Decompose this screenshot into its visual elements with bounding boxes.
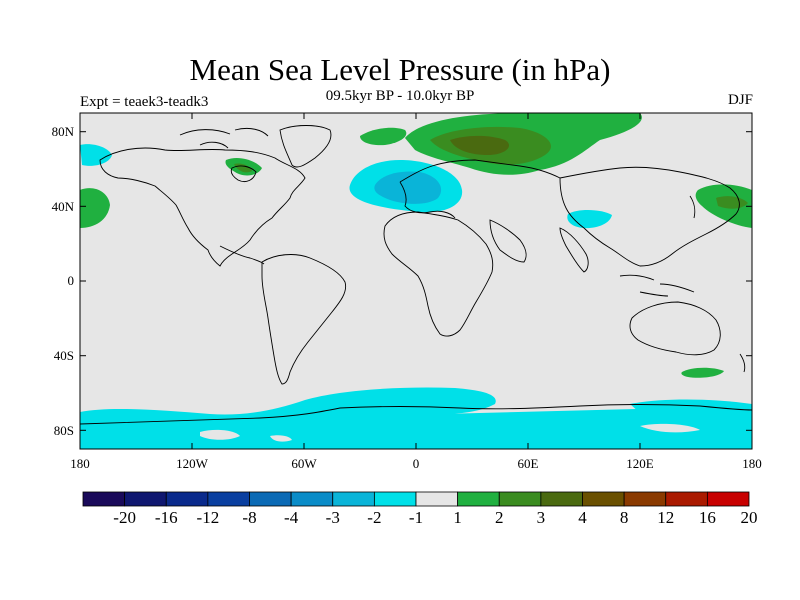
season-label: DJF [727, 92, 753, 108]
colorbar-label: 2 [495, 508, 504, 527]
lon-label-120w: 120W [176, 456, 209, 471]
lat-label-40n: 40N [52, 199, 75, 214]
colorbar-swatch [82, 491, 126, 507]
coastlines [80, 125, 752, 425]
colorbar-swatch [332, 491, 375, 507]
colorbar-label: -8 [242, 508, 256, 527]
experiment-label: Expt = teaek3-teadk3 [80, 94, 209, 110]
colorbar-swatch [124, 491, 167, 507]
negative-anomaly-antarctic-east [630, 399, 752, 430]
colorbar-label: -3 [326, 508, 340, 527]
coastline-central-america [219, 245, 265, 265]
colorbar-swatch [290, 491, 334, 507]
colorbar-swatch [540, 491, 583, 507]
lon-label-60e: 60E [518, 456, 539, 471]
positive-anomaly-north-canada [360, 127, 407, 146]
background-patch-antarctic [200, 429, 240, 440]
colorbar-swatch [207, 491, 250, 507]
lat-label-40s: 40S [54, 348, 74, 363]
colorbar-label: 12 [657, 508, 674, 527]
colorbar-swatch [415, 491, 459, 507]
colorbar-label: 3 [537, 508, 546, 527]
negative-anomaly-north-atlantic-core [374, 171, 442, 204]
lon-label-180w: 180 [70, 456, 90, 471]
coastline-asia [559, 166, 740, 267]
colorbar-label: 4 [578, 508, 587, 527]
lat-label-80n: 80N [52, 124, 75, 139]
colorbar-swatch [665, 491, 708, 507]
colorbar-label: -12 [197, 508, 220, 527]
coastline-africa [383, 211, 494, 337]
colorbar-swatch [582, 491, 625, 507]
lat-label-0: 0 [68, 273, 75, 288]
colorbar-label: -2 [367, 508, 381, 527]
colorbar-label: 20 [741, 508, 758, 527]
coastline-japan [689, 195, 696, 219]
page-title: Mean Sea Level Pressure (in hPa) [189, 52, 611, 87]
colorbar-swatch [249, 491, 292, 507]
negative-anomaly-southern-ocean [80, 387, 752, 449]
coastline-australia [629, 301, 721, 356]
colorbar-swatch [706, 491, 750, 507]
colorbar-label: 8 [620, 508, 629, 527]
colorbar-label: -20 [113, 508, 136, 527]
colorbar: -20 -16 -12 -8 -4 -3 -2 -1 1 2 3 4 8 12 16 20 [82, 491, 758, 527]
coastline-antarctica [80, 404, 752, 425]
positive-anomaly-nw-pacific-core [716, 196, 748, 209]
latitude-axis [80, 131, 752, 431]
lat-label-80s: 80S [54, 423, 74, 438]
colorbar-label: -1 [409, 508, 423, 527]
negative-anomaly-alaska [80, 144, 112, 166]
coastline-south-america [261, 254, 347, 385]
colorbar-swatch [623, 491, 667, 507]
coastline-hudson-bay [230, 165, 257, 183]
longitude-axis [79, 113, 753, 449]
lon-label-180e: 180 [742, 456, 762, 471]
positive-anomaly-arctic-inner [450, 135, 509, 155]
period-subtitle: 09.5kyr BP - 10.0kyr BP [325, 88, 475, 104]
colorbar-label: 16 [699, 508, 716, 527]
background-patch-antarctic-3 [640, 423, 700, 433]
coastline-greenland [279, 125, 332, 168]
coastline-india [559, 227, 589, 273]
pressure-field [80, 113, 752, 449]
colorbar-swatch [457, 491, 500, 507]
colorbar-label: -4 [284, 508, 299, 527]
colorbar-swatch [373, 491, 417, 507]
lon-label-0: 0 [413, 456, 420, 471]
colorbar-swatch [498, 491, 542, 507]
colorbar-swatch [165, 491, 209, 507]
coastline-arabia [489, 219, 527, 263]
lon-label-60w: 60W [291, 456, 317, 471]
positive-anomaly-west-pacific-edge [80, 188, 110, 228]
colorbar-label: -16 [155, 508, 178, 527]
lon-label-120e: 120E [626, 456, 654, 471]
positive-anomaly-south-pacific [681, 367, 724, 378]
coastline-indonesia [619, 274, 695, 297]
background-patch-antarctic-2 [270, 435, 292, 442]
coastline-arctic-islands [179, 127, 269, 149]
coastline-north-america [99, 147, 306, 267]
colorbar-label: 1 [453, 508, 462, 527]
coastline-new-zealand [739, 353, 746, 373]
